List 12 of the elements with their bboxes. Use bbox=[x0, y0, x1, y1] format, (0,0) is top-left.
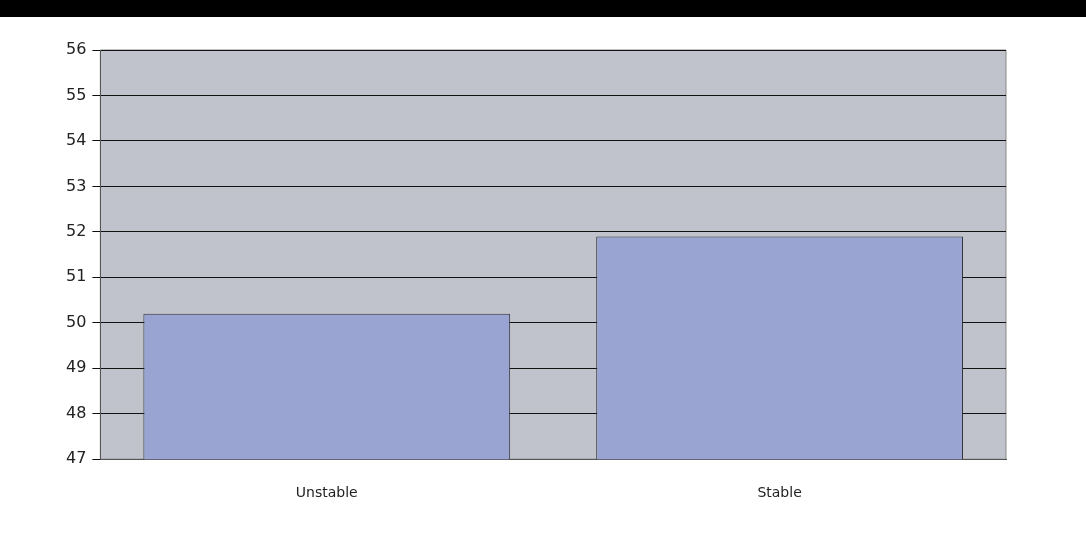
y-tick-label: 50 bbox=[66, 311, 87, 331]
y-tick-label: 47 bbox=[66, 448, 87, 468]
x-tick-label: Stable bbox=[757, 484, 802, 501]
y-tick-label: 48 bbox=[66, 402, 87, 422]
y-tick-label: 56 bbox=[66, 39, 87, 59]
y-tick-label: 53 bbox=[66, 175, 87, 195]
x-tick-label: Unstable bbox=[295, 484, 358, 501]
y-tick-label: 51 bbox=[66, 266, 87, 286]
y-tick-label: 55 bbox=[66, 84, 87, 104]
y-tick-label: 54 bbox=[66, 130, 87, 150]
y-tick-label: 49 bbox=[66, 357, 87, 377]
y-tick-label: 52 bbox=[66, 221, 87, 241]
